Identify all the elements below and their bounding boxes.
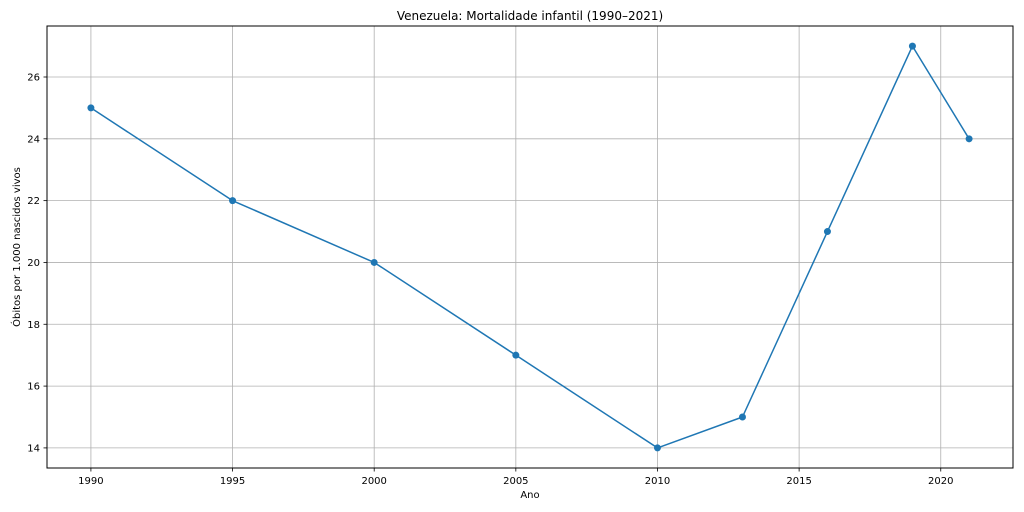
data-point [87,104,95,112]
x-tick-label: 2010 [645,476,670,487]
x-tick-label: 1990 [78,476,103,487]
x-tick-label: 2000 [361,476,386,487]
y-tick-label: 20 [27,258,40,269]
ticks: 1990 1995 2000 2005 2010 2015 2020 14 16 18 20 22 24… [27,73,953,488]
series-line [90,45,970,449]
y-tick-label: 14 [27,443,40,454]
x-tick-label: 2020 [928,476,953,487]
data-point [653,444,661,452]
data-point [512,351,520,359]
data-point [738,413,746,421]
y-tick-label: 26 [27,73,40,84]
plot-frame [46,25,1014,469]
data-point [908,42,916,50]
x-tick-label: 2015 [786,476,811,487]
x-tick-label: 1995 [220,476,245,487]
y-tick-label: 18 [27,320,40,331]
x-tick-label: 2005 [503,476,528,487]
x-axis-label: Ano [520,490,539,501]
data-point [370,258,378,266]
y-tick-label: 22 [27,196,40,207]
y-tick-label: 24 [27,134,40,145]
series-layer [87,42,973,452]
data-point [823,228,831,236]
y-tick-label: 16 [27,382,40,393]
data-point [229,197,237,205]
chart-title: Venezuela: Mortalidade infantil (1990–20… [397,9,663,23]
y-axis-label: Óbitos por 1.000 nascidos vivos [10,167,23,327]
data-point [965,135,973,143]
grid [47,26,1013,468]
